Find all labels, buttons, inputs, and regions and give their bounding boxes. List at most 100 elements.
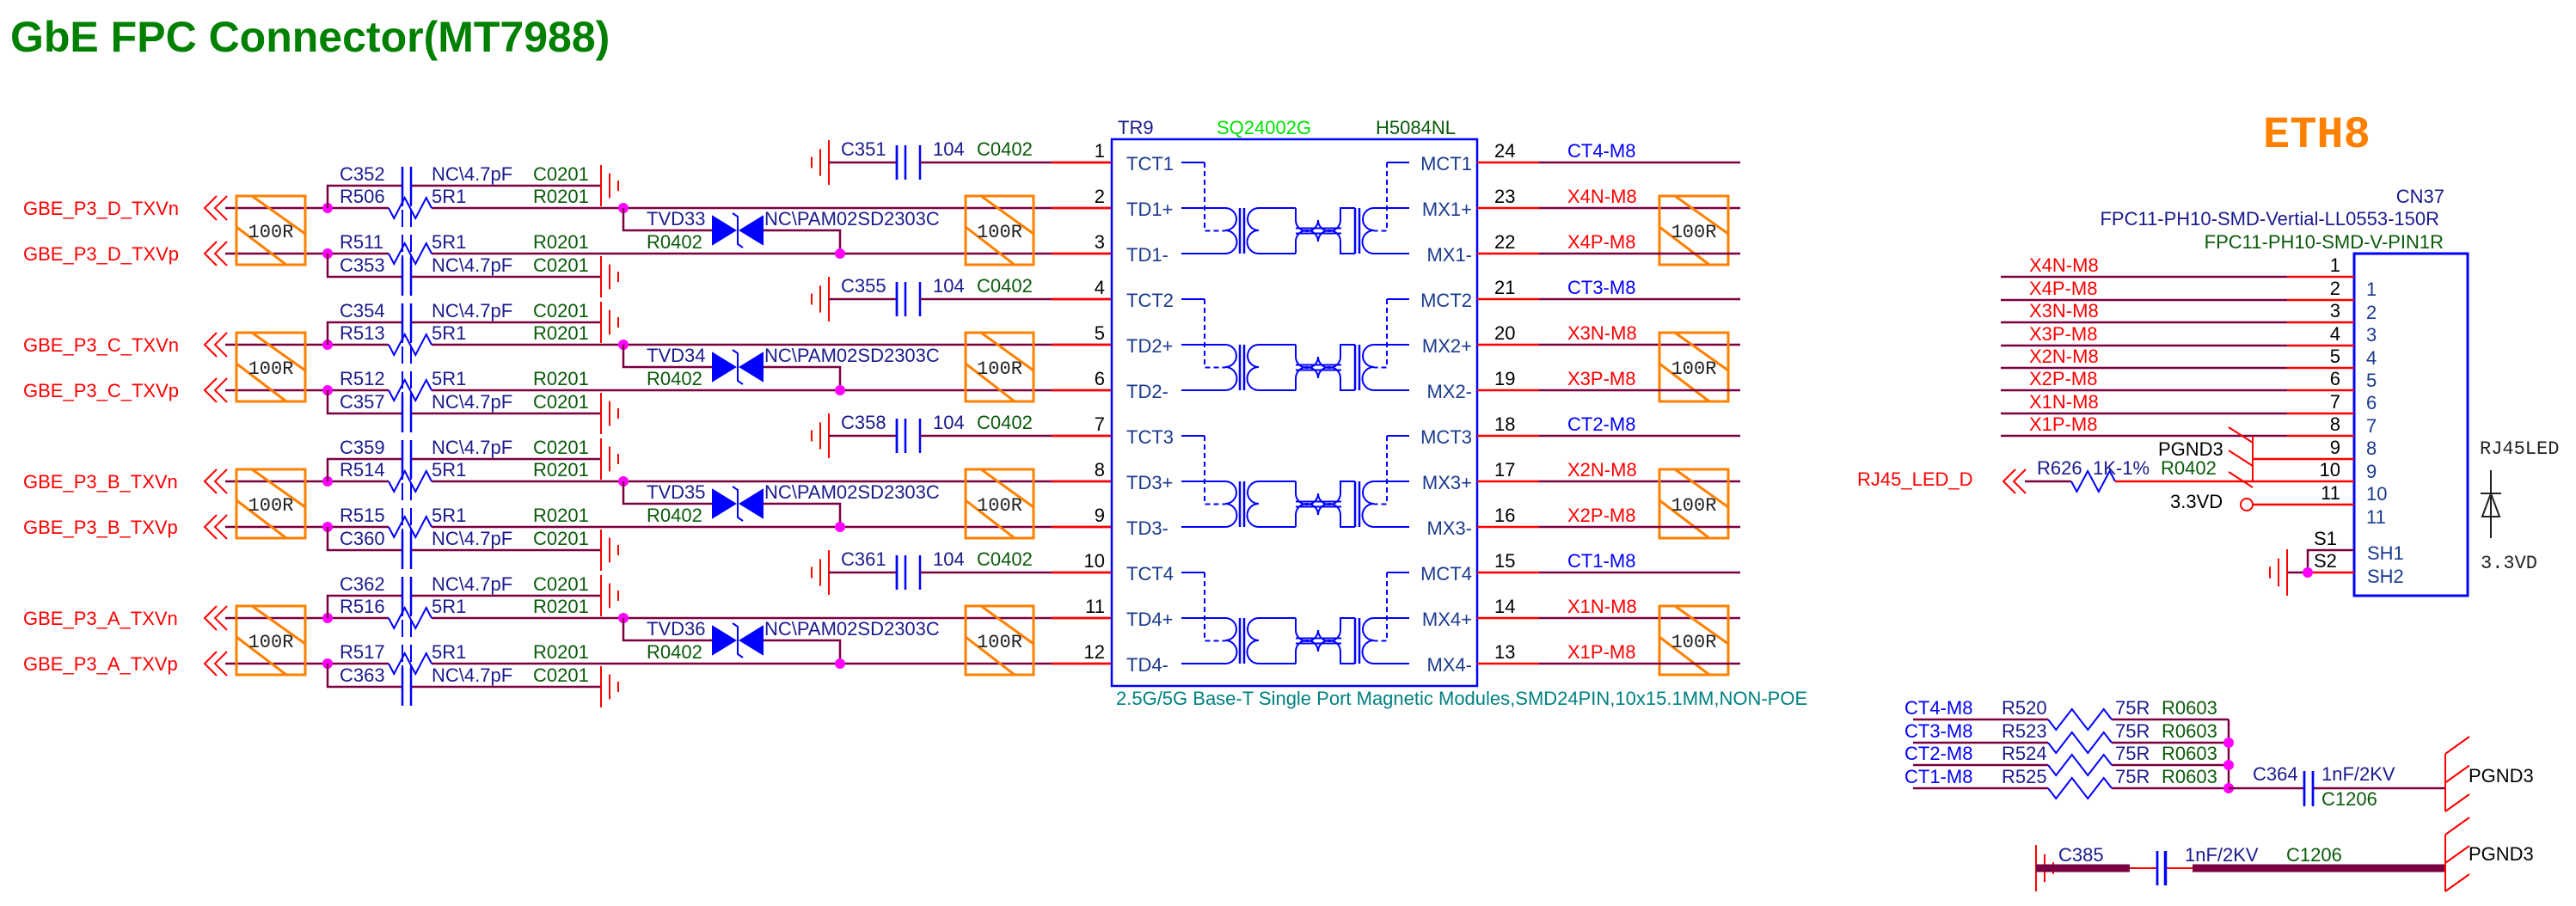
termination-value: 100R (248, 632, 294, 653)
pin-name: MX2+ (1422, 335, 1472, 357)
wire (763, 229, 842, 254)
pgnd-label: PGND3 (2469, 843, 2534, 865)
ground-icon (2228, 426, 2254, 444)
pin-name: MCT1 (1420, 153, 1472, 174)
res-value: 5R1 (432, 368, 466, 389)
junction-dot (835, 658, 845, 669)
pin-number: 17 (1494, 459, 1515, 481)
net-label: X4N-M8 (2029, 254, 2099, 276)
tvs-ref: TVD33 (647, 208, 705, 230)
wire (326, 527, 601, 552)
cap-value: 104 (933, 138, 965, 160)
output-termination (964, 604, 1035, 676)
termination-hatch (980, 604, 1034, 646)
res-package: R0201 (533, 596, 589, 617)
pin-number: 23 (1494, 186, 1515, 207)
res-value: 1K-1% (2093, 457, 2150, 479)
cap-package: C0201 (533, 254, 589, 276)
transformer-icon (1204, 572, 1225, 642)
junction-dot (2223, 760, 2234, 770)
transformer-icon (1246, 481, 1296, 528)
cap-value: NC\4.7pF (432, 573, 512, 595)
cap-value: NC\4.7pF (432, 300, 512, 321)
cap-ref: C357 (340, 391, 385, 413)
pin-number: 5 (1095, 322, 1105, 344)
net-label: CT3-M8 (1567, 277, 1635, 298)
pin-number: 21 (1494, 277, 1515, 298)
pin-number: 3 (1095, 231, 1105, 253)
wire (326, 390, 601, 415)
junction-dot (2223, 738, 2234, 748)
cap-value: 1nF/2KV (2185, 844, 2259, 866)
resistor-icon (388, 195, 432, 221)
res-package: R0201 (533, 322, 589, 344)
input-termination (235, 604, 307, 676)
net-label: X3N-M8 (1567, 322, 1637, 344)
transformer-icon (1374, 436, 1388, 505)
net-label: GBE_P3_C_TXVn (23, 334, 179, 356)
cap-package: C0402 (977, 138, 1033, 160)
pin-number: 16 (1494, 505, 1515, 526)
net-label: CT2-M8 (1567, 413, 1635, 435)
eth-port-label: ETH8 (2263, 110, 2371, 161)
termination-box (235, 331, 307, 403)
connector-part: FPC11-PH10-SMD-Vertial-LL0553-150R (2100, 208, 2439, 230)
cap-ref: C385 (2058, 844, 2104, 866)
res-package: R0603 (2162, 720, 2217, 742)
tvs-diode-icon (732, 349, 744, 385)
tvs-value: NC\PAM02SD2303C (764, 618, 940, 640)
pin-name: TD2- (1126, 381, 1168, 402)
offpage-arrow-icon (203, 651, 228, 676)
res-value: 5R1 (432, 231, 466, 253)
cap-value: 104 (933, 548, 965, 570)
res-package: R0603 (2162, 697, 2217, 719)
magnetics-module-body (1110, 138, 1479, 688)
pgnd-label: PGND3 (2158, 438, 2223, 460)
cap-ref: C362 (340, 573, 385, 595)
input-termination (235, 331, 307, 403)
wire (326, 184, 601, 208)
pin-number: 8 (1095, 459, 1105, 481)
tvs-diode-icon (732, 622, 744, 658)
offpage-arrow-icon (203, 605, 228, 631)
cap-ref: C360 (340, 528, 385, 549)
cap-package: C1206 (2286, 844, 2342, 866)
res-package: R0201 (533, 459, 589, 481)
termination-hatch (236, 635, 287, 676)
connector-footprint: FPC11-PH10-SMD-V-PIN1R (2205, 231, 2444, 253)
pin-number: 2 (2330, 278, 2340, 299)
termination-box (1658, 331, 1730, 403)
output-termination (1658, 331, 1730, 403)
wire (326, 321, 601, 345)
res-ref: R511 (340, 231, 383, 253)
net-label: X3N-M8 (2029, 300, 2099, 321)
pin-number: 10 (2320, 459, 2340, 481)
output-termination (964, 194, 1035, 266)
pin-name: MCT2 (1420, 290, 1472, 311)
res-ref: R506 (340, 186, 385, 207)
termination-hatch (251, 331, 306, 372)
pin-number: 7 (2330, 391, 2340, 413)
offpage-arrow-icon (2002, 468, 2027, 494)
pin-number: 24 (1494, 140, 1515, 162)
pin-name: TCT2 (1126, 290, 1174, 311)
pin-name: TD1+ (1126, 199, 1173, 220)
net-label: CT3-M8 (1904, 720, 1972, 742)
pin-number: 12 (1084, 641, 1105, 663)
cap-value: NC\4.7pF (432, 163, 512, 185)
transformer-icon (1374, 299, 1388, 369)
termination-hatch (965, 499, 1015, 540)
cap-value: NC\4.7pF (432, 528, 512, 549)
res-ref: R524 (2002, 743, 2047, 764)
wire (763, 502, 842, 527)
res-ref: R512 (340, 368, 385, 389)
ground-icon (2228, 450, 2254, 467)
pin-name: 7 (2366, 415, 2377, 437)
res-value: 75R (2115, 743, 2150, 764)
termination-value: 100R (248, 222, 294, 243)
tvs-diode-icon (712, 352, 737, 383)
cap-ref: C351 (841, 138, 886, 160)
net-label: X4P-M8 (1567, 231, 1635, 253)
net-label: GBE_P3_D_TXVn (23, 198, 179, 219)
